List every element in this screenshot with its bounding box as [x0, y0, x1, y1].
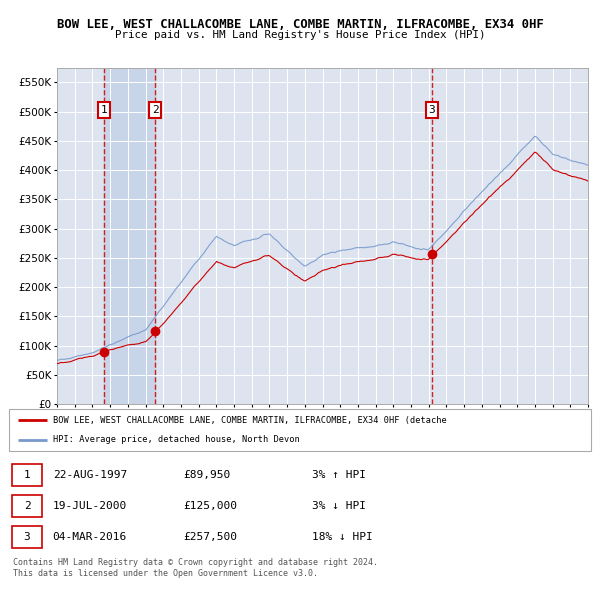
- Text: 3% ↑ HPI: 3% ↑ HPI: [311, 470, 365, 480]
- Text: £125,000: £125,000: [184, 501, 238, 511]
- FancyBboxPatch shape: [12, 495, 42, 517]
- Text: Contains HM Land Registry data © Crown copyright and database right 2024.: Contains HM Land Registry data © Crown c…: [13, 558, 378, 566]
- Text: 2: 2: [152, 105, 158, 115]
- FancyBboxPatch shape: [12, 526, 42, 548]
- Text: 3% ↓ HPI: 3% ↓ HPI: [311, 501, 365, 511]
- Text: 04-MAR-2016: 04-MAR-2016: [53, 532, 127, 542]
- Text: 1: 1: [23, 470, 31, 480]
- Text: 1: 1: [100, 105, 107, 115]
- FancyBboxPatch shape: [9, 409, 591, 451]
- Text: 3: 3: [428, 105, 435, 115]
- Bar: [104, 68, 155, 404]
- Text: 19-JUL-2000: 19-JUL-2000: [53, 501, 127, 511]
- Text: 2: 2: [23, 501, 31, 511]
- Text: £257,500: £257,500: [184, 532, 238, 542]
- FancyBboxPatch shape: [12, 464, 42, 486]
- Text: BOW LEE, WEST CHALLACOMBE LANE, COMBE MARTIN, ILFRACOMBE, EX34 0HF (detache: BOW LEE, WEST CHALLACOMBE LANE, COMBE MA…: [53, 416, 446, 425]
- Text: This data is licensed under the Open Government Licence v3.0.: This data is licensed under the Open Gov…: [13, 569, 318, 578]
- Text: HPI: Average price, detached house, North Devon: HPI: Average price, detached house, Nort…: [53, 435, 299, 444]
- Text: 3: 3: [23, 532, 31, 542]
- Text: 22-AUG-1997: 22-AUG-1997: [53, 470, 127, 480]
- Text: Price paid vs. HM Land Registry's House Price Index (HPI): Price paid vs. HM Land Registry's House …: [115, 30, 485, 40]
- Text: BOW LEE, WEST CHALLACOMBE LANE, COMBE MARTIN, ILFRACOMBE, EX34 0HF: BOW LEE, WEST CHALLACOMBE LANE, COMBE MA…: [56, 18, 544, 31]
- Text: 18% ↓ HPI: 18% ↓ HPI: [311, 532, 373, 542]
- Text: £89,950: £89,950: [184, 470, 231, 480]
